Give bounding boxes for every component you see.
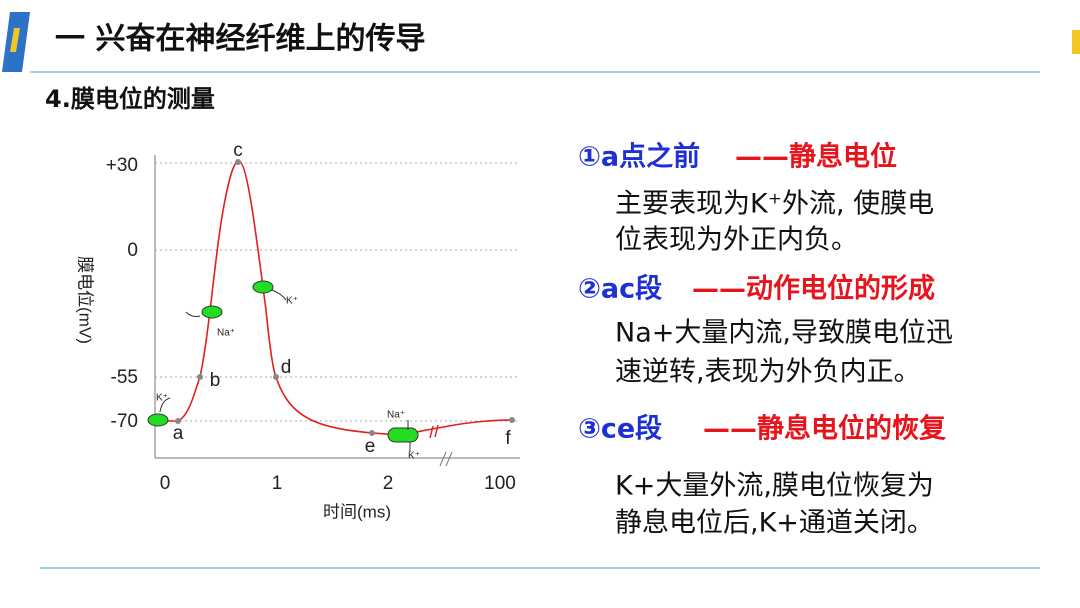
stage-text: 主要表现为K⁺外流, 使膜电: [615, 189, 934, 220]
stage-text: 静息电位后,K+通道关闭。: [615, 508, 934, 539]
point-label: d: [281, 357, 292, 378]
stage-marker: ③ce段: [578, 414, 662, 445]
y-axis-label: 膜电位(mV): [76, 256, 95, 344]
explanations: ①a点之前 ——静息电位 主要表现为K⁺外流, 使膜电 位表现为外正内负。 ②a…: [578, 141, 953, 539]
point-label: c: [233, 140, 243, 161]
action-potential-curve: [150, 160, 513, 436]
curve-break: [434, 424, 439, 438]
stage-marker: ②ac段: [578, 274, 662, 305]
stage-name: ——静息电位: [735, 141, 897, 173]
header-decoration: [10, 28, 20, 52]
stage-text: 速逆转,表现为外负内正。: [615, 357, 921, 388]
stage-name: ——动作电位的形成: [692, 273, 935, 305]
y-tick-label: 0: [127, 240, 138, 261]
stage-name: ——静息电位的恢复: [703, 413, 947, 445]
stage-text: K+大量外流,膜电位恢复为: [615, 471, 934, 502]
ion-label: K⁺: [286, 296, 298, 307]
axis-break: [445, 451, 453, 467]
point-label: a: [173, 423, 184, 444]
x-tick-label: 1: [272, 473, 283, 494]
slide-title: 一 兴奋在神经纤维上的传导: [55, 22, 425, 57]
x-tick-label: 2: [383, 473, 394, 494]
section-title: 4.膜电位的测量: [45, 85, 215, 113]
ion-label: Na⁺: [387, 410, 405, 421]
y-tick-label: -70: [111, 411, 138, 432]
point-label: e: [365, 436, 376, 457]
ion-label: Na⁺: [217, 328, 235, 339]
y-tick-label: +30: [106, 155, 138, 176]
x-tick-label: 100: [484, 473, 516, 494]
curve-points: [175, 159, 515, 436]
ion-label: K⁺: [156, 393, 168, 404]
x-axis-label: 时间(ms): [323, 502, 391, 521]
ion-channels: [147, 280, 419, 452]
axis-break: [439, 451, 447, 467]
point-label: f: [505, 428, 511, 449]
x-tick-label: 0: [160, 473, 171, 494]
y-tick-label: -55: [111, 367, 138, 388]
figure: +30 0 -55 -70 0 1 2 100 时间(ms) 膜电位(mV) a…: [76, 140, 520, 521]
ion-label: K⁺: [408, 451, 420, 462]
stage-text: Na+大量内流,导致膜电位迅: [615, 318, 953, 349]
corner-decoration: [1072, 30, 1080, 54]
stage-marker: ①a点之前: [578, 141, 700, 173]
curve-break: [429, 425, 434, 439]
stage-text: 位表现为外正内负。: [615, 225, 858, 256]
point-label: b: [210, 370, 221, 391]
